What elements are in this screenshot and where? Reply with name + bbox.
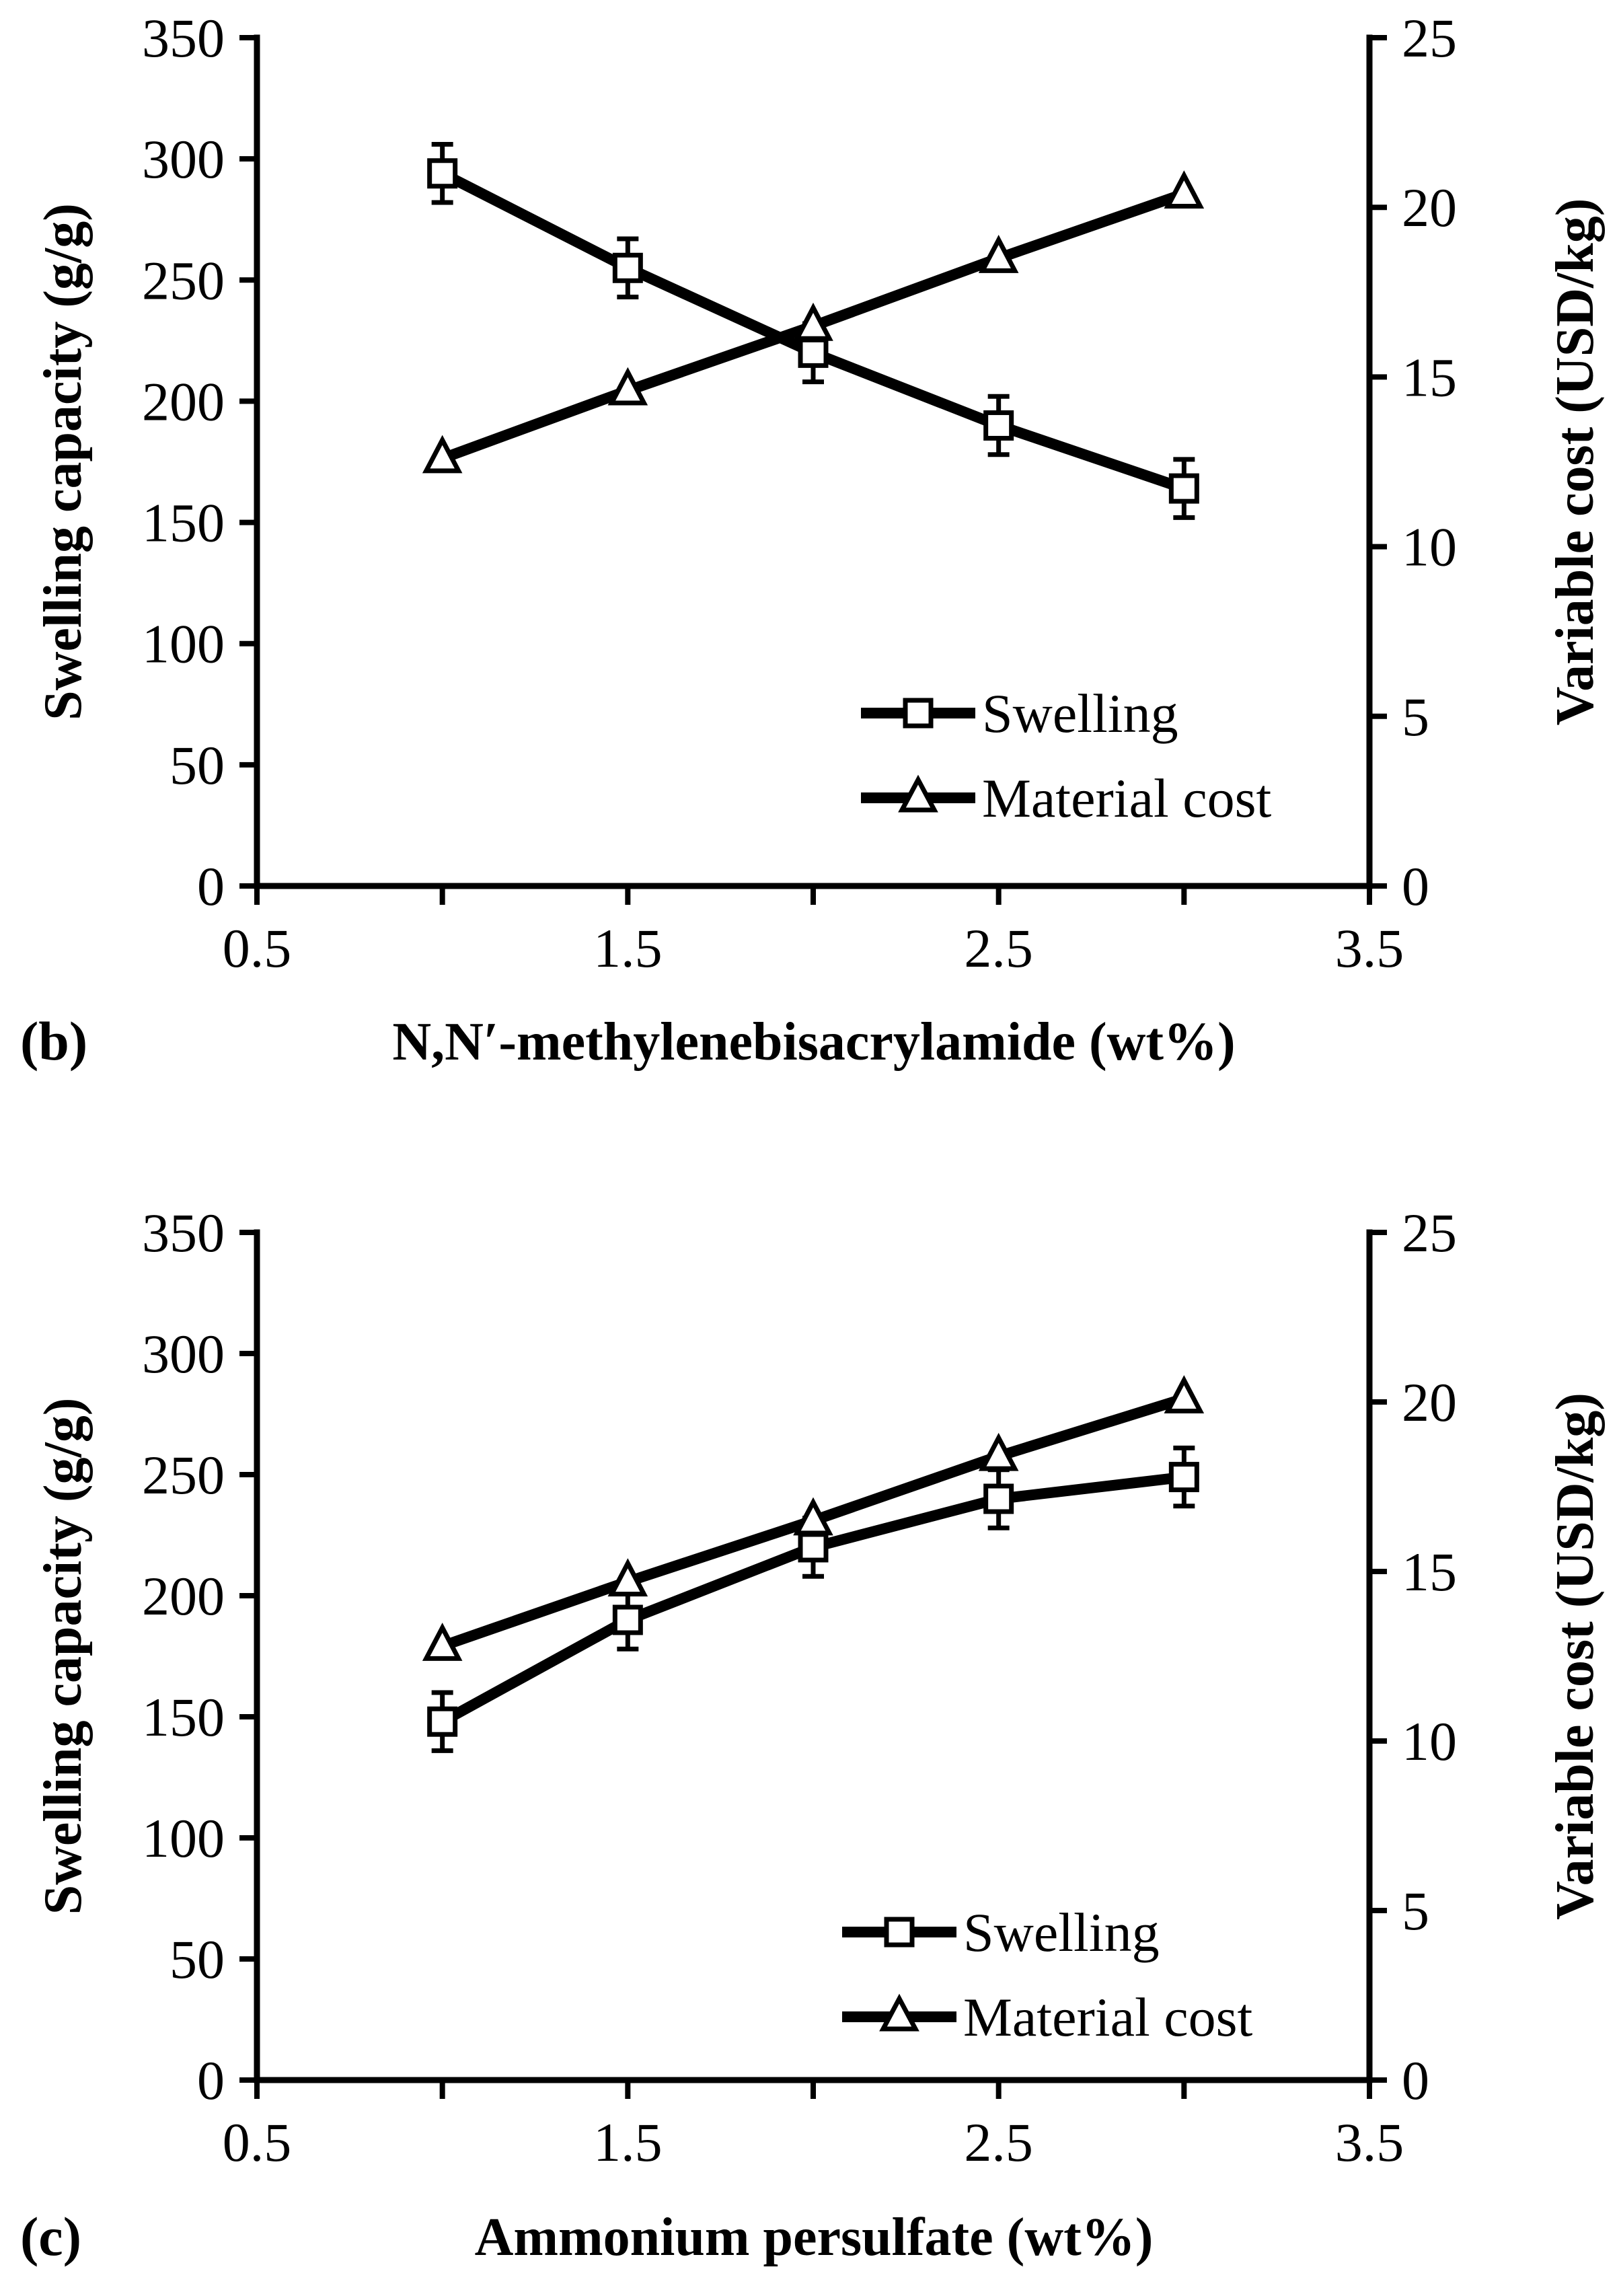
material-cost-point (422, 1623, 463, 1661)
panel-label: (c) (20, 2206, 81, 2267)
left-y-tick-label: 250 (142, 250, 225, 311)
material-cost-point (607, 1558, 648, 1597)
material-cost-point (422, 435, 463, 474)
left-y-tick-label: 200 (142, 1565, 225, 1627)
material-cost-point (978, 1432, 1019, 1471)
left-y-tick-label: 0 (197, 2050, 225, 2111)
legend-marker-square (884, 1917, 915, 1948)
swelling-point (1168, 1462, 1199, 1493)
left-y-tick-label: 200 (142, 371, 225, 432)
swelling-point (798, 1532, 829, 1563)
x-tick-label: 1.5 (593, 2112, 663, 2173)
x-tick-label: 2.5 (964, 918, 1033, 979)
x-tick-label: 3.5 (1335, 918, 1404, 979)
swelling-point (427, 1706, 458, 1737)
right-y-tick-label: 15 (1402, 346, 1457, 408)
swelling-point (427, 158, 458, 189)
x-tick-label: 0.5 (223, 2112, 292, 2173)
left-y-tick-label: 50 (170, 735, 225, 796)
left-y-tick-label: 350 (142, 7, 225, 69)
right-y-tick-label: 0 (1402, 856, 1429, 917)
material-cost-point (793, 302, 833, 341)
x-tick-label: 1.5 (593, 918, 663, 979)
left-y-tick-label: 100 (142, 614, 225, 675)
x-axis-title: N,N′-methylenebisacrylamide (wt%) (392, 1012, 1235, 1072)
right-y-tick-label: 0 (1402, 2050, 1429, 2111)
legend-label-swelling: Swelling (963, 1902, 1160, 1963)
swelling-point (983, 1483, 1014, 1514)
swelling-point (1168, 473, 1199, 504)
legend-marker-triangle (898, 774, 938, 813)
material-cost-point (607, 367, 648, 406)
legend: Swelling Material cost (842, 1902, 1253, 2048)
right-y-tick-label: 25 (1402, 1202, 1457, 1263)
left-y-tick-label: 350 (142, 1202, 225, 1263)
x-tick-label: 0.5 (223, 918, 292, 979)
chart-panel-c: 0 50 100 150 200 250 300 350 0 5 10 15 20 25 0.5 1.5 2.5… (20, 1202, 1605, 2267)
legend-marker-triangle (879, 1993, 919, 2032)
left-y-tick-label: 0 (197, 856, 225, 917)
right-y-axis-title: Variable cost (USD/kg) (1546, 198, 1605, 726)
left-y-axis-title: Swelling capacity (g/g) (34, 1398, 93, 1915)
material-cost-point (1164, 1375, 1205, 1413)
swelling-point (612, 1604, 643, 1635)
left-y-tick-label: 300 (142, 1323, 225, 1384)
legend-marker-square (903, 698, 934, 729)
swelling-point (798, 337, 829, 368)
right-y-tick-label: 20 (1402, 177, 1457, 238)
right-y-tick-label: 10 (1402, 1711, 1457, 1772)
material-cost-point (1164, 170, 1205, 209)
right-y-tick-label: 5 (1402, 686, 1429, 747)
x-tick-label: 2.5 (964, 2112, 1033, 2173)
right-y-tick-label: 10 (1402, 517, 1457, 578)
legend-label-material-cost: Material cost (982, 768, 1272, 829)
right-y-tick-label: 20 (1402, 1372, 1457, 1433)
right-y-tick-label: 25 (1402, 7, 1457, 69)
right-y-tick-label: 5 (1402, 1880, 1429, 1941)
left-y-tick-label: 150 (142, 492, 225, 554)
legend-label-material-cost: Material cost (963, 1987, 1253, 2048)
swelling-point (983, 410, 1014, 441)
x-axis-title: Ammonium persulfate (wt%) (475, 2208, 1154, 2267)
left-y-tick-label: 250 (142, 1444, 225, 1506)
left-y-tick-label: 150 (142, 1687, 225, 1748)
legend: Swelling Material cost (861, 683, 1272, 829)
material-cost-point (793, 1497, 833, 1536)
left-y-tick-label: 50 (170, 1929, 225, 1990)
legend-label-swelling: Swelling (982, 683, 1178, 744)
x-tick-label: 3.5 (1335, 2112, 1404, 2173)
left-y-tick-label: 100 (142, 1808, 225, 1869)
right-y-tick-label: 15 (1402, 1541, 1457, 1602)
material-cost-point (978, 235, 1019, 273)
swelling-point (612, 252, 643, 283)
right-y-axis-title: Variable cost (USD/kg) (1546, 1393, 1605, 1920)
left-y-axis-title: Swelling capacity (g/g) (34, 203, 93, 720)
left-y-tick-label: 300 (142, 128, 225, 190)
panel-label: (b) (20, 1010, 87, 1072)
chart-panel-b: 0 50 100 150 200 250 300 350 0 5 10 15 20 25 0.5 1.5 2.5… (20, 7, 1605, 1072)
